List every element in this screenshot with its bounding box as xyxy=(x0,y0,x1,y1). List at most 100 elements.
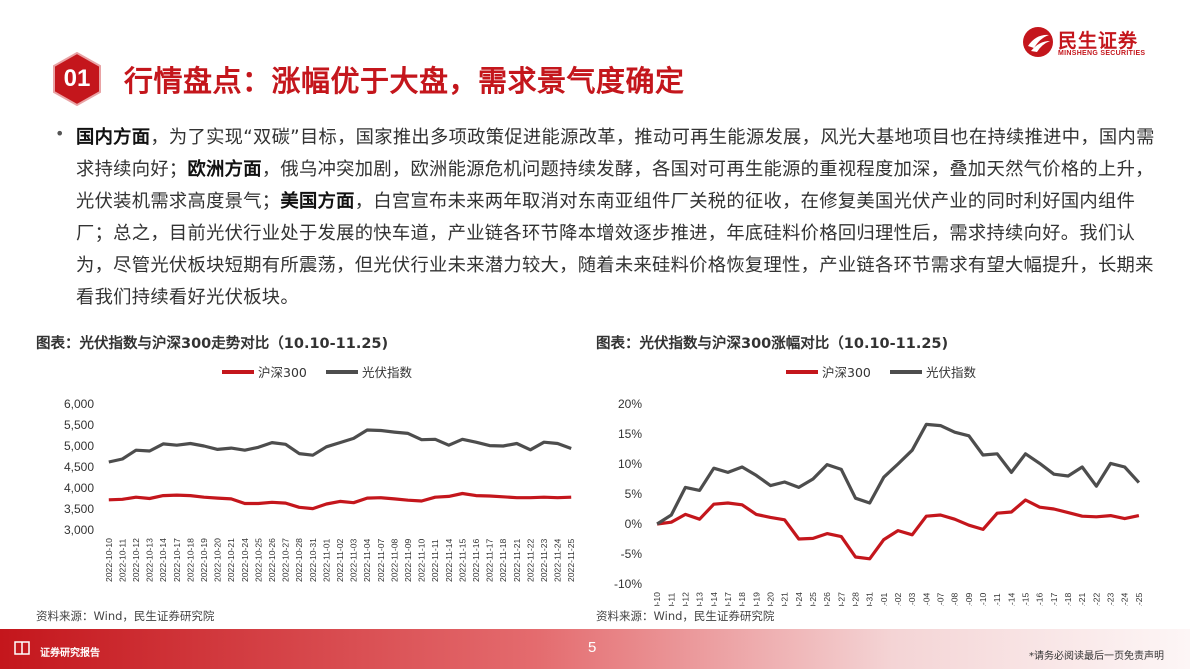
x-tick-label: 2022-10-13 xyxy=(695,592,705,606)
page-title: 行情盘点：涨幅优于大盘，需求景气度确定 xyxy=(124,64,685,98)
x-tick-label: 2022-11-25 xyxy=(566,538,576,582)
body-emphasis: 国内方面 xyxy=(76,127,151,148)
section-number-badge: 01 xyxy=(50,52,104,106)
y-tick-label: 10% xyxy=(618,457,642,471)
x-tick-label: 2022-11-23 xyxy=(1106,592,1116,606)
x-tick-label: 2022-11-02 xyxy=(893,592,903,606)
chart2-source: 资料来源：Wind，民生证券研究院 xyxy=(596,609,775,623)
x-tick-label: 2022-11-03 xyxy=(907,592,917,606)
footer-bar: 证券研究报告 5 *请务必阅读最后一页免责声明 xyxy=(0,629,1190,669)
hexagon-badge-icon xyxy=(53,52,101,106)
body-text-segment: ，俄乌冲突加剧，欧洲能源危机问题持续发酵，各国对可再生能源的重视程度加深，叠加天… xyxy=(76,159,1154,212)
x-tick-label: 2022-10-24 xyxy=(794,592,804,606)
x-tick-label: 2022-11-17 xyxy=(485,538,495,582)
x-tick-label: 2022-10-14 xyxy=(158,538,168,582)
x-tick-label: 2022-10-25 xyxy=(253,538,263,582)
section-number: 01 xyxy=(63,65,91,92)
body-emphasis: 欧洲方面 xyxy=(187,159,262,180)
x-tick-label: 2022-11-23 xyxy=(539,538,549,582)
x-tick-label: 2022-11-21 xyxy=(1077,592,1087,606)
x-tick-label: 2022-10-11 xyxy=(666,592,676,606)
x-tick-label: 2022-10-14 xyxy=(709,592,719,606)
x-tick-label: 2022-11-10 xyxy=(417,538,427,582)
x-tick-label: 2022-10-26 xyxy=(822,592,832,606)
body-text-segment: ，白宫宣布未来两年取消对东南亚组件厂关税的征收，在修复美国光伏产业的同时利好国内… xyxy=(76,191,1154,308)
x-tick-label: 2022-11-01 xyxy=(879,592,889,606)
disclaimer-note: *请务必阅读最后一页免责声明 xyxy=(1029,651,1164,662)
x-tick-label: 2022-10-27 xyxy=(836,592,846,606)
x-tick-label: 2022-10-25 xyxy=(808,592,818,606)
x-tick-label: 2022-11-08 xyxy=(389,538,399,582)
x-tick-label: 2022-10-28 xyxy=(294,538,304,582)
x-tick-label: 2022-11-15 xyxy=(457,538,467,582)
x-tick-label: 2022-11-09 xyxy=(403,538,413,582)
footer-label: 证券研究报告 xyxy=(40,648,100,659)
chart1-trend: 沪深300 光伏指数 3,000 3,500 4,000 4,500 5,000 5,500 6… xyxy=(64,365,576,582)
x-tick-label: 2022-11-22 xyxy=(1091,592,1101,606)
x-tick-label: 2022-11-04 xyxy=(362,538,372,582)
x-tick-label: 2022-11-17 xyxy=(1049,592,1059,606)
x-tick-label: 2022-10-21 xyxy=(226,538,236,582)
x-tick-label: 2022-11-18 xyxy=(1063,592,1073,606)
series-line xyxy=(108,428,572,464)
legend-label: 沪深300 xyxy=(822,365,871,380)
x-tick-label: 2022-11-22 xyxy=(525,538,535,582)
x-tick-label: 2022-10-20 xyxy=(765,592,775,606)
x-tick-label: 2022-10-28 xyxy=(850,592,860,606)
x-tick-label: 2022-10-27 xyxy=(281,538,291,582)
x-tick-label: 2022-11-02 xyxy=(335,538,345,582)
chart2-change: 沪深300 光伏指数 -10% -5% 0% 5% 10% 15% 20% 2022-10-10 2… xyxy=(614,365,1144,606)
x-tick-label: 2022-10-21 xyxy=(780,592,790,606)
y-tick-label: 15% xyxy=(618,427,642,441)
page-number: 5 xyxy=(588,639,597,656)
x-tick-label: 2022-11-04 xyxy=(921,592,931,606)
x-tick-label: 2022-11-24 xyxy=(553,538,563,582)
body-emphasis: 美国方面 xyxy=(280,191,355,212)
series-line xyxy=(656,422,1141,526)
x-tick-label: 2022-11-10 xyxy=(978,592,988,606)
y-tick-label: -5% xyxy=(621,547,643,561)
x-tick-label: 2022-10-11 xyxy=(117,538,127,582)
chart1-source: 资料来源：Wind，民生证券研究院 xyxy=(36,609,215,623)
x-tick-label: 2022-11-11 xyxy=(992,593,1002,606)
y-tick-label: 5% xyxy=(625,487,643,501)
series-line xyxy=(108,491,572,511)
y-tick-label: 3,000 xyxy=(64,523,94,537)
legend-label: 光伏指数 xyxy=(362,365,413,380)
x-tick-label: 2022-10-19 xyxy=(199,538,209,582)
y-tick-label: 4,500 xyxy=(64,460,94,474)
y-tick-label: 0% xyxy=(625,517,643,531)
y-tick-label: 5,500 xyxy=(64,418,94,432)
body-paragraph: 国内方面，为了实现“双碳”目标，国家推出多项政策促进能源改革，推动可再生能源发展… xyxy=(76,122,1156,314)
x-tick-label: 2022-11-15 xyxy=(1021,592,1031,606)
x-tick-label: 2022-10-26 xyxy=(267,538,277,582)
x-tick-label: 2022-10-20 xyxy=(213,538,223,582)
x-tick-label: 2022-11-09 xyxy=(964,592,974,606)
y-tick-label: 4,000 xyxy=(64,481,94,495)
x-tick-label: 2022-10-31 xyxy=(308,538,318,582)
brand-logo: 民生证券 MINSHENG SECURITIES xyxy=(1022,24,1162,64)
y-tick-label: 6,000 xyxy=(64,397,94,411)
x-tick-label: 2022-11-25 xyxy=(1134,592,1144,606)
x-tick-label: 2022-10-10 xyxy=(104,538,114,582)
x-tick-label: 2022-11-11 xyxy=(430,539,440,582)
chart2-caption: 图表：光伏指数与沪深300涨幅对比（10.10-11.25) xyxy=(596,336,949,352)
x-tick-label: 2022-10-12 xyxy=(131,538,141,582)
x-tick-label: 2022-11-14 xyxy=(1006,592,1016,606)
x-tick-label: 2022-10-31 xyxy=(865,592,875,606)
x-tick-label: 2022-11-16 xyxy=(471,538,481,582)
x-tick-label: 2022-10-17 xyxy=(723,592,733,606)
x-tick-label: 2022-11-07 xyxy=(376,538,386,582)
x-tick-label: 2022-10-13 xyxy=(145,538,155,582)
x-tick-label: 2022-11-21 xyxy=(512,538,522,582)
legend-label: 沪深300 xyxy=(258,365,307,380)
brand-logo-icon xyxy=(1023,27,1053,57)
y-tick-label: 3,500 xyxy=(64,502,94,516)
x-tick-label: 2022-11-03 xyxy=(349,538,359,582)
x-tick-label: 2022-10-19 xyxy=(751,592,761,606)
body-text-segment: ，为了实现“双碳”目标，国家推出多项政策促进能源改革，推动可再生能源发展，风光大… xyxy=(76,127,1155,180)
book-icon xyxy=(14,641,30,655)
x-tick-label: 2022-10-18 xyxy=(185,538,195,582)
x-tick-label: 2022-10-10 xyxy=(652,592,662,606)
x-tick-label: 2022-11-08 xyxy=(950,592,960,606)
